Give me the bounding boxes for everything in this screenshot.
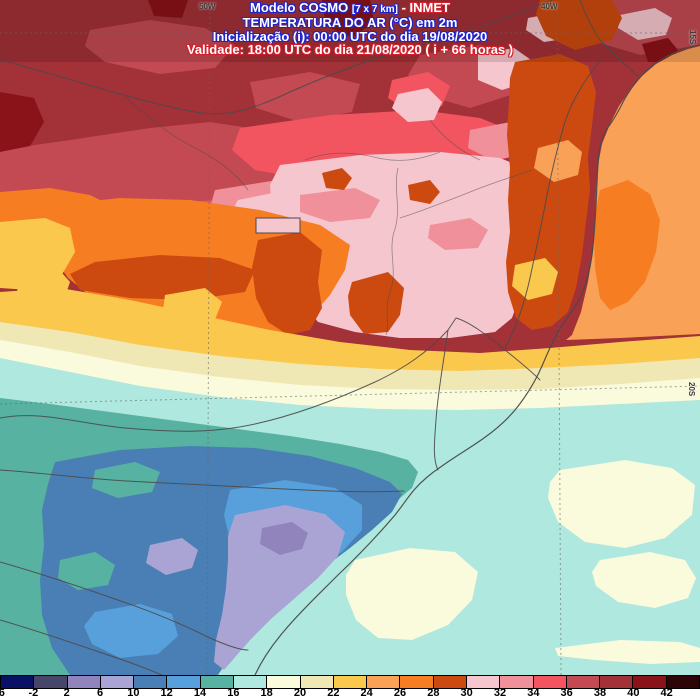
colorbar-tick-label: 14: [193, 687, 207, 699]
rivers: [124, 95, 533, 336]
colorbar-tick-label: 38: [593, 687, 607, 699]
colorbar-tick-label: 26: [393, 687, 407, 699]
colorbar-tick-label: 18: [260, 687, 273, 699]
colorbar-segment: [432, 676, 466, 688]
colorbar-tick-label: 34: [527, 687, 540, 699]
colorbar-tick-label: 10: [127, 687, 140, 699]
graticule: [0, 7, 700, 675]
colorbar-segment: [266, 676, 300, 688]
colorbar-tick-label: 36: [560, 687, 573, 699]
colorbar-segment: [99, 676, 134, 688]
colorbar-tick-label: 30: [460, 687, 473, 699]
colorbar-tick-label: 12: [160, 687, 173, 699]
colorbar-segment: [199, 676, 233, 688]
graticule-label: 40W: [541, 2, 558, 11]
colorbar-tick-label: 2: [63, 687, 70, 699]
colorbar-tick-label: -6: [0, 687, 5, 699]
colorbar-segment: [465, 676, 500, 688]
colorbar-segment: [166, 676, 200, 688]
colorbar-segment: [499, 676, 533, 688]
colorbar-segment: [299, 676, 333, 688]
colorbar-tick-label: 16: [227, 687, 240, 699]
colorbar-segment: [366, 676, 400, 688]
graticule-label: 15S: [688, 30, 697, 45]
colorbar-segment: [232, 676, 267, 688]
title-shade-strip: [0, 0, 700, 62]
colorbar-segment: [133, 676, 167, 688]
colorbar-tick-label: 24: [360, 687, 373, 699]
colorbar-segment: [632, 676, 666, 688]
colorbar-tick-label: 28: [427, 687, 440, 699]
temperature-colorbar: [0, 675, 700, 689]
colorbar-segment: [599, 676, 633, 688]
colorbar-tick-label: 32: [493, 687, 507, 699]
colorbar-tick-label: -2: [28, 687, 39, 699]
colorbar-tick-label: 6: [96, 687, 104, 699]
colorbar-tick-label: 20: [293, 687, 307, 699]
colorbar-segment: [532, 676, 566, 688]
colorbar-segment: [399, 676, 433, 688]
map-rectangle-marker: [255, 217, 301, 234]
temperature-map: [0, 0, 700, 675]
coastline: [254, 44, 700, 675]
graticule-label: 20S: [687, 382, 696, 397]
colorbar-segment: [665, 676, 699, 688]
colorbar-segment: [66, 676, 100, 688]
state-borders: [0, 0, 639, 675]
colorbar-segment: [33, 676, 67, 688]
colorbar-segment: [332, 676, 367, 688]
colorbar-segment: [1, 676, 34, 688]
colorbar-segment: [565, 676, 600, 688]
graticule-label: 50W: [199, 2, 216, 11]
colorbar-tick-label: 22: [327, 687, 340, 699]
colorbar-tick-label: 40: [627, 687, 640, 699]
colorbar-tick-label: 42: [660, 687, 673, 699]
